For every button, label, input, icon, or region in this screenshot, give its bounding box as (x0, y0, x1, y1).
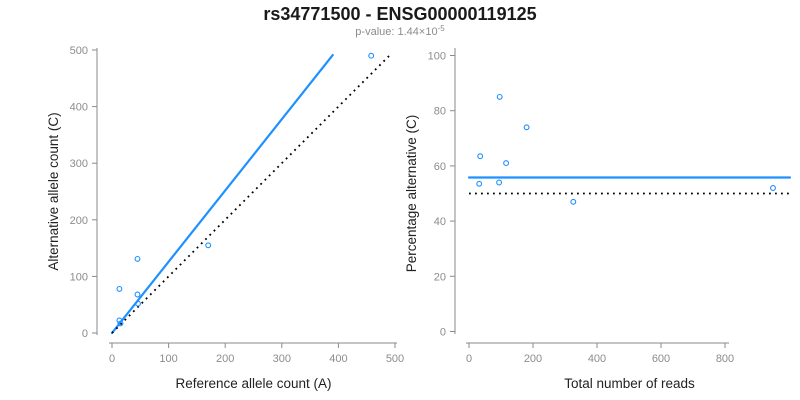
data-point (134, 291, 141, 298)
data-point (116, 317, 123, 324)
x-axis-ticks: 0 200 400 600 800 (466, 343, 734, 365)
data-point (368, 52, 375, 59)
data-point (476, 180, 483, 187)
x-tick-label: 600 (652, 353, 670, 365)
y-tick-label: 20 (434, 271, 446, 283)
fitted-ratio-line (110, 53, 334, 335)
pvalue-exponent: -5 (437, 24, 445, 33)
y-tick-label: 100 (70, 271, 88, 283)
allele-counts-plot: 0 100 200 300 400 500 0 100 200 300 400 500 Referenc… (46, 45, 404, 391)
x-tick-label: 100 (159, 353, 177, 365)
y-axis-title: Alternative allele count (C) (46, 112, 61, 270)
pvalue-text: p-value: 1.44×10 (355, 26, 438, 38)
x-tick-label: 500 (386, 353, 404, 365)
percentage-vs-reads-plot: 0 200 400 600 800 0 20 40 60 80 100 Total number of… (404, 48, 792, 391)
x-tick-label: 200 (216, 353, 234, 365)
x-axis-ticks: 0 100 200 300 400 500 (109, 343, 404, 365)
y-tick-label: 500 (70, 45, 88, 57)
data-point (135, 300, 141, 307)
x-axis-title: Reference allele count (A) (175, 376, 331, 391)
y-tick-label: 0 (82, 328, 88, 340)
data-point (205, 242, 212, 249)
x-tick-label: 800 (716, 353, 734, 365)
pvalue-subtitle: p-value: 1.44×10-5 (0, 24, 800, 38)
data-point (496, 93, 503, 100)
data-point (116, 285, 123, 292)
y-axis-title: Percentage alternative (C) (404, 115, 419, 273)
data-point (570, 198, 577, 205)
y-tick-label: 400 (70, 102, 88, 114)
data-points (116, 52, 375, 327)
data-points (476, 93, 776, 205)
x-tick-label: 400 (588, 353, 606, 365)
x-tick-label: 400 (329, 353, 347, 365)
data-point (770, 185, 776, 191)
y-tick-label: 200 (70, 215, 88, 227)
identity-line (111, 55, 390, 334)
y-tick-label: 100 (428, 51, 446, 63)
data-point (134, 255, 141, 262)
data-point (496, 179, 503, 186)
y-tick-label: 40 (434, 216, 446, 228)
y-axis-ticks: 0 20 40 60 80 100 (428, 51, 455, 339)
x-tick-label: 0 (466, 353, 472, 365)
y-tick-label: 60 (434, 161, 446, 173)
data-point (503, 160, 510, 167)
data-point (477, 153, 484, 160)
x-tick-label: 200 (524, 353, 542, 365)
y-tick-label: 80 (434, 106, 446, 118)
y-axis-ticks: 0 100 200 300 400 500 (70, 45, 97, 340)
y-tick-label: 300 (70, 158, 88, 170)
x-axis-title: Total number of reads (564, 376, 695, 391)
x-tick-label: 300 (273, 353, 291, 365)
x-tick-label: 0 (109, 353, 115, 365)
figure-title: rs34771500 - ENSG00000119125 (263, 4, 537, 24)
data-point (117, 320, 124, 327)
y-tick-label: 0 (440, 327, 446, 339)
data-point (523, 124, 530, 131)
